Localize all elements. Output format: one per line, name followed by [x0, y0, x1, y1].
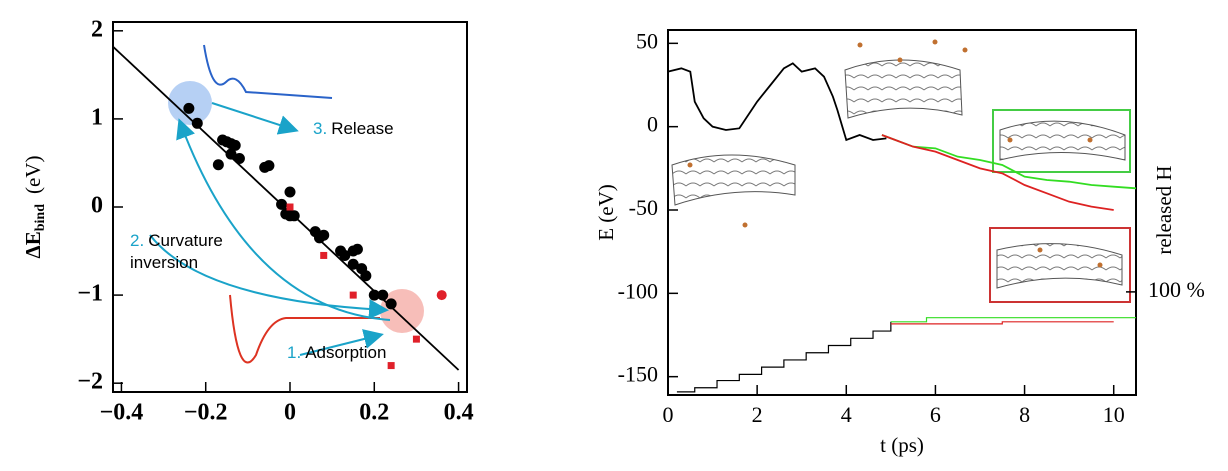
series-line: [112, 46, 460, 371]
arrow: [149, 234, 389, 320]
point: [284, 186, 296, 198]
point: [288, 210, 300, 222]
arrow: [211, 102, 299, 135]
point: [320, 251, 328, 259]
series-line: [890, 317, 1136, 323]
x-axis-label: t (ps): [880, 433, 924, 457]
annotation-text: Curvature: [148, 231, 223, 250]
annotation-number: 2.: [130, 231, 144, 250]
series-line: [890, 321, 1114, 325]
y-axis-label-unit: (eV): [21, 156, 45, 194]
x-tick-label: 0: [663, 402, 674, 427]
series-line: [667, 62, 887, 142]
annotation-text: inversion: [130, 253, 198, 272]
annotation: 1. Adsorption: [287, 343, 386, 362]
molecule-insets: [671, 39, 1131, 303]
x-tick-label: 10: [1103, 402, 1125, 427]
point: [436, 290, 447, 301]
point: [351, 243, 363, 255]
y-tick-label: 2: [91, 16, 103, 42]
plot-frame: [667, 29, 1137, 396]
y2-tick-label: 100 %: [1148, 277, 1205, 302]
adsorption-curve: [229, 294, 380, 364]
point: [229, 139, 241, 151]
x-tick-label: −0.4: [100, 400, 144, 426]
point: [183, 102, 195, 114]
annotation-number: 1.: [287, 343, 301, 362]
series-line: [881, 134, 1114, 211]
annotation-number: 3.: [313, 119, 327, 138]
y-tick-label: -150: [618, 362, 658, 387]
y-tick-label: -100: [618, 278, 658, 303]
point: [412, 335, 420, 343]
arrow: [299, 329, 384, 356]
x-tick-label: 6: [930, 402, 941, 427]
y-tick-label: 0: [647, 112, 658, 137]
x-tick-label: 0.4: [444, 400, 474, 426]
point: [212, 159, 224, 171]
annotation-text: Adsorption: [305, 343, 386, 362]
x-tick-label: 0: [284, 400, 296, 426]
series-line: [676, 321, 892, 393]
y-tick-label: −1: [77, 281, 103, 307]
x-tick-label: −0.2: [184, 400, 228, 426]
point: [263, 160, 275, 172]
point: [233, 153, 245, 165]
arrow: [176, 118, 391, 321]
y-tick-label: −2: [77, 369, 103, 395]
y-tick-label: 1: [91, 104, 103, 130]
release-curve: [203, 44, 333, 99]
y-axis-label-main: E (eV): [594, 184, 618, 241]
point: [286, 203, 294, 211]
point: [349, 291, 357, 299]
y-axis-label-sub: bind: [33, 204, 48, 231]
point: [276, 198, 288, 210]
point: [225, 148, 237, 160]
point: [387, 362, 395, 370]
point: [368, 289, 380, 301]
y-tick-label: -50: [629, 195, 658, 220]
annotation-text: Release: [331, 119, 393, 138]
point: [385, 298, 397, 310]
y-tick-label: 50: [636, 28, 658, 53]
x-tick-label: 0.2: [359, 400, 389, 426]
annotation: 2. Curvature inversion: [130, 231, 223, 272]
point: [339, 249, 351, 261]
series-line: [881, 134, 1137, 190]
y-axis-label-main: ΔE: [21, 231, 45, 258]
point: [377, 289, 389, 301]
y-axis-label: ΔEbind (eV): [21, 156, 48, 259]
x-tick-label: 8: [1019, 402, 1030, 427]
x-tick-label: 2: [752, 402, 763, 427]
point: [347, 258, 359, 270]
y2-axis-label: released H: [1152, 165, 1176, 254]
point: [318, 229, 330, 241]
y-tick-label: 0: [91, 193, 103, 219]
y-axis-label: E (eV): [594, 184, 618, 241]
point: [191, 117, 203, 129]
annotation: 3. Release: [313, 119, 394, 138]
x-tick-label: 4: [841, 402, 852, 427]
point: [360, 270, 372, 282]
